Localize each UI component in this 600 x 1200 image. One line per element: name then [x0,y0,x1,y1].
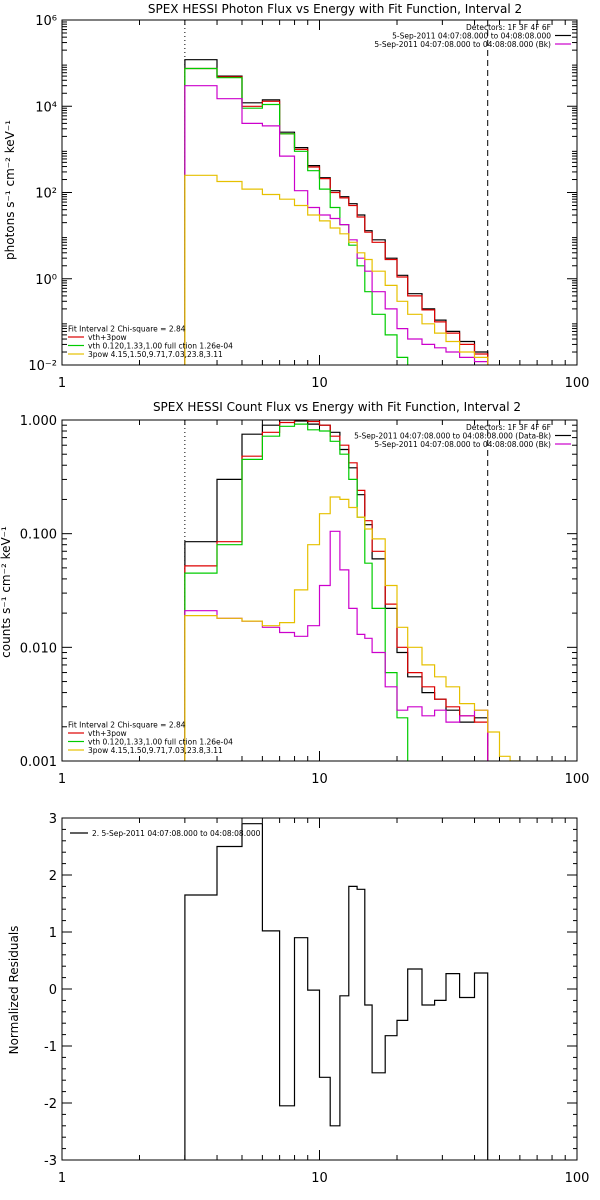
series-line [184,174,489,365]
y-tick-label: 10² [35,187,57,202]
legend-label: 5-Sep-2011 04:07:08.000 to 04:08:08.000 [392,32,551,41]
y-tick-label: 10⁰ [35,273,57,288]
plot-frame [61,19,578,366]
legend-label: 3pow 4.15,1.50,9.71,7.03,23.8,3.11 [88,350,223,359]
x-tick-label: 1 [58,376,66,391]
y-tick-label: 0 [49,983,57,998]
x-tick-label: 1 [58,1171,66,1186]
legend-label: 5-Sep-2011 04:07:08.000 to 04:08:08.000 … [374,40,551,49]
x-tick-label: 100 [565,376,590,391]
legend-label: vth+3pow [88,729,127,738]
y-tick-label: 0.100 [20,528,57,543]
count-flux-panel: SPEX HESSI Count Flux vs Energy with Fit… [0,400,590,787]
legend-label: 3pow 4.15,1.50,9.71,7.03,23.8,3.11 [88,746,223,755]
legend-label: Detectors: 1F 3F 4F 6F [466,23,551,32]
legend-label: vth 0.120,1.33,1.00 full ction 1.26e-04 [88,342,233,351]
x-tick-label: 100 [565,772,590,787]
series-line [184,67,489,365]
legend-label: 5-Sep-2011 04:07:08.000 to 04:08:08.000 … [374,440,551,449]
y-tick-label: 10⁻² [28,359,57,374]
x-tick-label: 10 [311,1171,328,1186]
y-tick-label: 1.000 [20,414,57,429]
y-tick-label: 3 [49,812,57,827]
x-tick-label: 10 [311,376,328,391]
legend-label: 2. 5-Sep-2011 04:07:08.000 to 04:08:08.0… [92,829,261,838]
y-tick-label: 10⁶ [35,14,57,29]
y-tick-label: 0.010 [20,641,57,656]
photon-flux-panel: SPEX HESSI Photon Flux vs Energy with Fi… [3,2,589,391]
series-line [184,420,489,761]
chart-title: SPEX HESSI Photon Flux vs Energy with Fi… [148,2,522,16]
y-tick-label: -2 [44,1097,57,1112]
y-tick-label: 0.001 [20,755,57,770]
legend-label: vth+3pow [88,333,127,342]
y-tick-label: -1 [44,1040,57,1055]
x-tick-label: 100 [565,1171,590,1186]
series-line [184,530,489,761]
y-axis-label: photons s⁻¹ cm⁻² keV⁻¹ [3,120,17,260]
legend-label: Fit Interval 2 Chi-square = 2.84 [68,721,186,730]
plot-frame [61,419,578,762]
residuals-panel: Normalized Residuals 1 10 100 -3 -2 -1 0 1 2 3 2. … [7,812,589,1186]
y-tick-label: -3 [44,1154,57,1169]
series-line [184,67,423,365]
y-axis-label: Normalized Residuals [7,926,21,1055]
series-line [184,823,489,1160]
y-axis-label: counts s⁻¹ cm⁻² keV⁻¹ [0,526,13,658]
legend-label: vth 0.120,1.33,1.00 full ction 1.26e-04 [88,738,233,747]
legend-label: 5-Sep-2011 04:07:08.000 to 04:08:08.000 … [354,432,551,441]
series-line [184,423,423,761]
chart-title: SPEX HESSI Count Flux vs Energy with Fit… [153,400,521,414]
plot-frame [61,817,578,1161]
y-tick-label: 2 [49,869,57,884]
y-tick-label: 10⁴ [35,100,57,115]
series-line [184,59,489,365]
series-line [184,496,520,761]
y-tick-label: 1 [49,926,57,941]
series-line [184,85,489,365]
legend-label: Fit Interval 2 Chi-square = 2.84 [68,325,186,334]
x-tick-label: 10 [311,772,328,787]
legend-label: Detectors: 1F 3F 4F 6F [466,423,551,432]
x-tick-label: 1 [58,772,66,787]
